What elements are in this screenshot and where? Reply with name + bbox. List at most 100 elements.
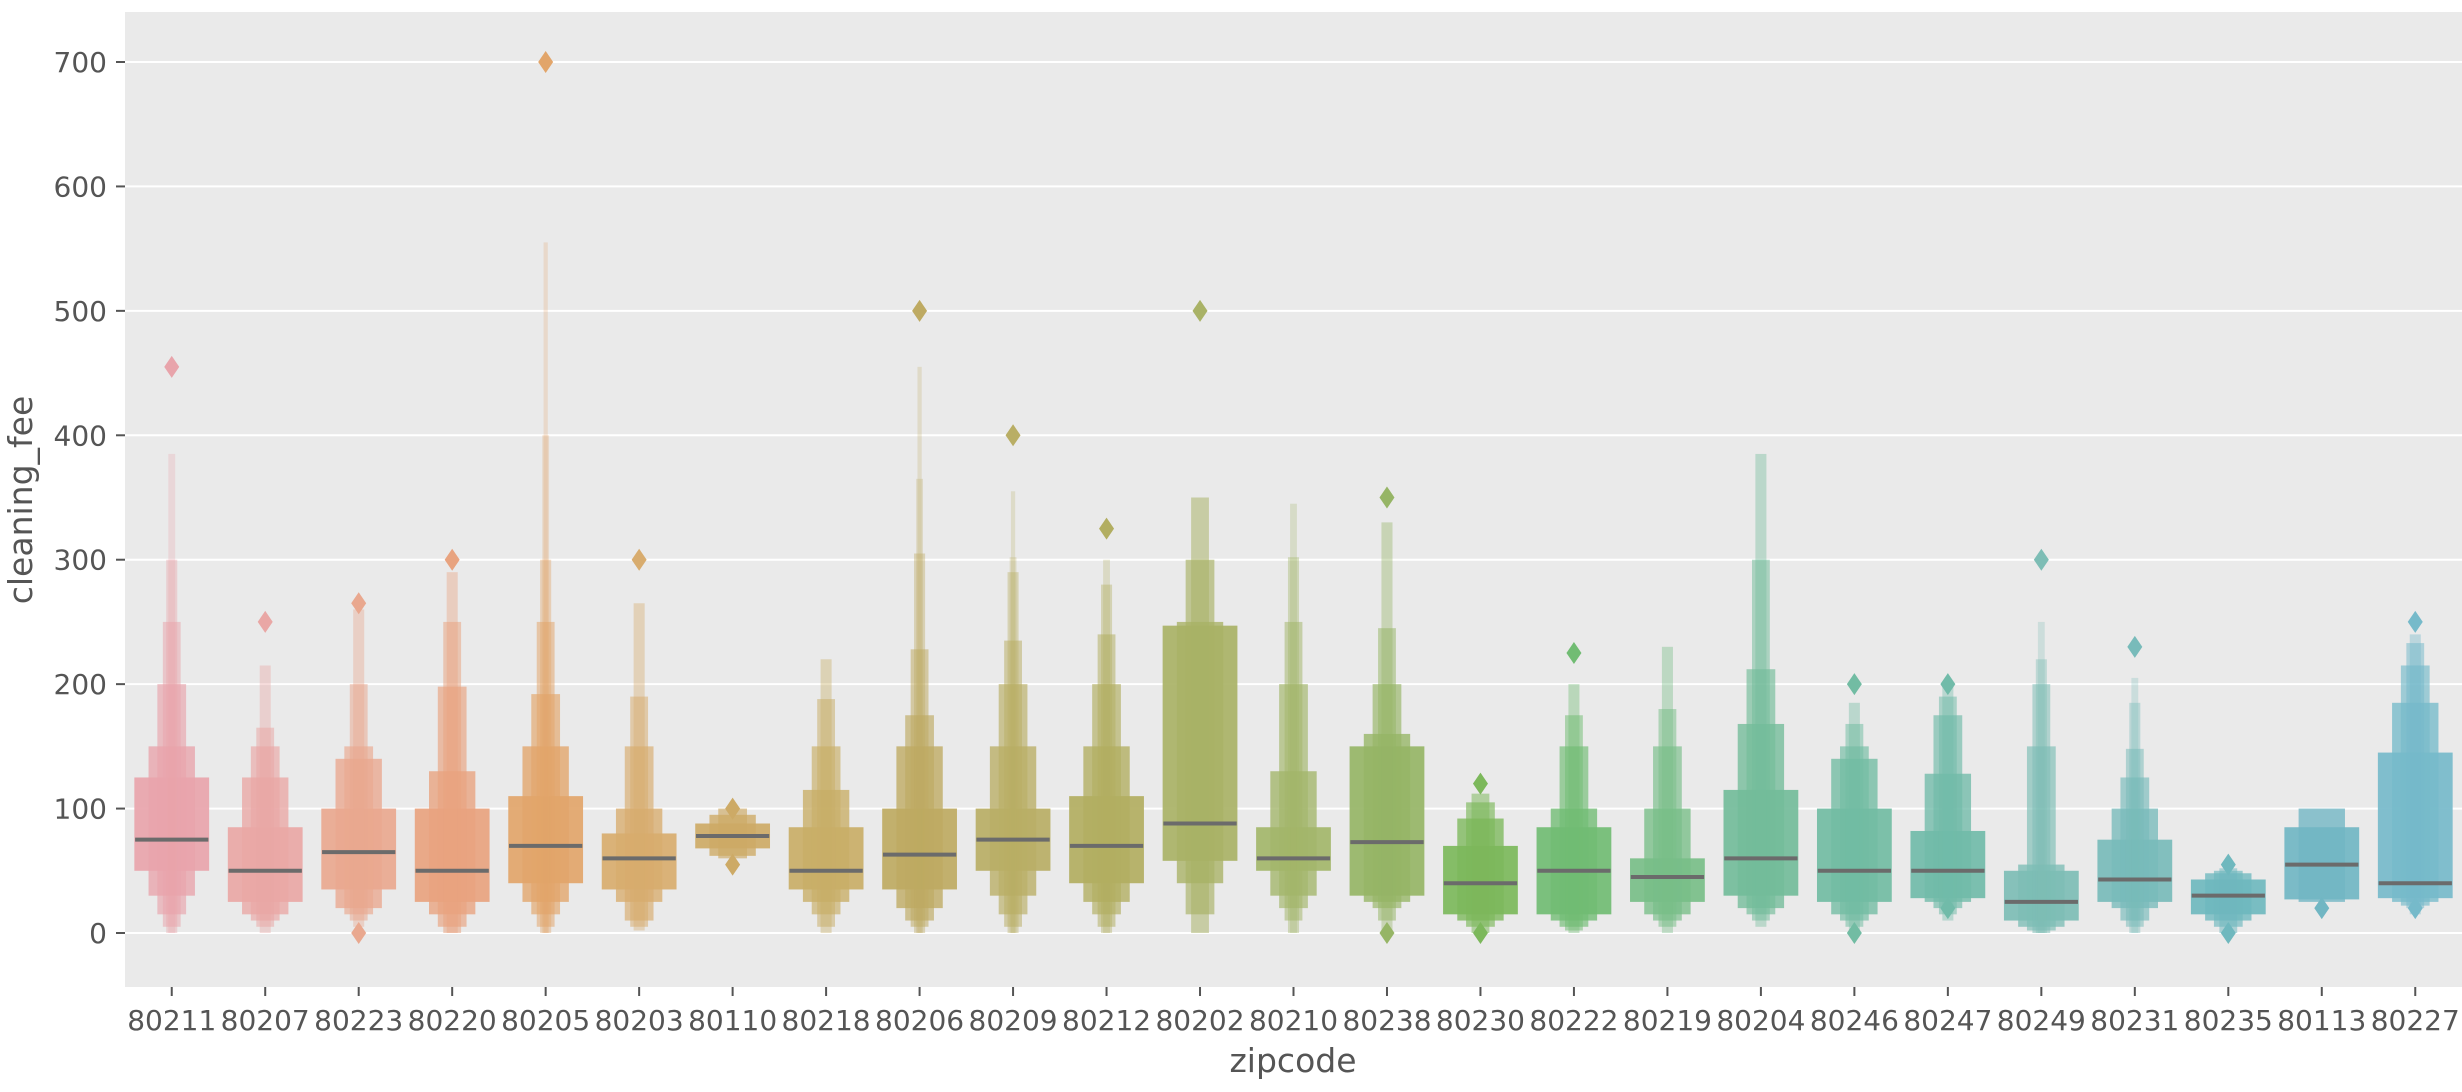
y-tick-label-500: 500 — [54, 295, 107, 328]
box-level-80235-3 — [2219, 868, 2238, 933]
box-level-80209-6 — [1010, 491, 1016, 933]
box-level-80205-3 — [536, 621, 555, 927]
x-tick-label-80219: 80219 — [1623, 1004, 1712, 1037]
box-level-80205-4 — [540, 559, 552, 933]
box-level-80209-4 — [1007, 572, 1019, 933]
outlier-80246-0 — [1846, 922, 1862, 944]
y-tick-label-200: 200 — [54, 668, 107, 701]
box-level-80202-3 — [1191, 497, 1209, 933]
x-tick-label-80212: 80212 — [1062, 1004, 1151, 1037]
x-tick-label-80110: 80110 — [688, 1004, 777, 1037]
outlier-80247-1 — [1940, 673, 1956, 696]
y-tick-label-700: 700 — [54, 46, 107, 79]
x-tick-label-80247: 80247 — [1903, 1004, 1992, 1037]
outlier-80249-0 — [2033, 548, 2049, 571]
x-tick-label-80230: 80230 — [1436, 1004, 1525, 1037]
x-tick-label-80209: 80209 — [969, 1004, 1058, 1037]
x-axis-ticks: 80211 80207 80223 80220 80205 80203 80110 80218… — [127, 987, 2460, 1037]
y-tick-label-0: 0 — [89, 917, 107, 950]
x-tick-label-80235: 80235 — [2184, 1004, 2273, 1037]
x-tick-label-80211: 80211 — [127, 1004, 216, 1037]
boxen-80204 — [1723, 453, 1799, 927]
boxen-80209 — [975, 424, 1051, 933]
boxen-80222 — [1536, 642, 1612, 933]
box-level-80249-3 — [2032, 684, 2051, 933]
box-level-80231-4 — [2129, 702, 2141, 933]
box-level-80207-3 — [256, 727, 275, 927]
outlier-80113-0 — [2314, 897, 2330, 920]
box-level-80113-1 — [2298, 808, 2345, 902]
box-level-80249-5 — [2037, 621, 2045, 933]
x-tick-label-80220: 80220 — [408, 1004, 497, 1037]
outlier-80222-0 — [1566, 642, 1582, 665]
boxen-80212 — [1069, 517, 1144, 933]
box-level-80231-3 — [2125, 748, 2144, 927]
box-level-80220-4 — [446, 572, 458, 933]
boxen-80235 — [2190, 853, 2266, 944]
boxen-80238 — [1349, 486, 1425, 944]
boxen-80231 — [2097, 635, 2173, 933]
box-level-80205-5 — [542, 435, 550, 933]
y-tick-label-300: 300 — [54, 544, 107, 577]
box-level-80212-4 — [1101, 584, 1113, 933]
outlier-80110-1 — [725, 797, 741, 820]
outlier-80231-0 — [2127, 635, 2143, 658]
outlier-80223-1 — [351, 592, 367, 615]
x-tick-label-80204: 80204 — [1716, 1004, 1805, 1037]
x-tick-label-80238: 80238 — [1342, 1004, 1431, 1037]
outlier-80203-0 — [631, 548, 647, 571]
box-level-80249-4 — [2035, 659, 2047, 933]
boxen-80207 — [227, 610, 303, 933]
box-level-80238-3 — [1378, 628, 1396, 921]
outlier-80247-0 — [1940, 897, 1956, 920]
x-axis-label: zipcode — [1229, 1041, 1356, 1080]
box-level-80209-5 — [1009, 557, 1017, 933]
outlier-80110-0 — [725, 853, 741, 876]
box-level-80227-3 — [2406, 643, 2425, 909]
box-level-80203-4 — [633, 603, 645, 931]
box-level-80211-3 — [162, 621, 181, 927]
box-level-80210-4 — [1287, 557, 1300, 933]
box-level-80220-3 — [443, 621, 462, 933]
boxen-80110 — [695, 797, 771, 876]
outlier-80209-0 — [1005, 424, 1021, 447]
outlier-80207-0 — [257, 610, 273, 633]
outlier-80212-0 — [1099, 517, 1115, 540]
x-tick-label-80205: 80205 — [501, 1004, 590, 1037]
boxen-80227 — [2377, 610, 2453, 920]
box-level-80209-3 — [1004, 640, 1022, 927]
box-level-80227-4 — [2409, 634, 2421, 915]
outlier-80206-0 — [912, 299, 928, 322]
y-axis-ticks: 0 100 200 300 400 500 600 700 — [54, 46, 125, 950]
x-tick-label-80202: 80202 — [1155, 1004, 1244, 1037]
boxen-80202 — [1162, 299, 1238, 933]
y-axis-label: cleaning_fee — [1, 396, 40, 605]
outlier-80205-0 — [538, 51, 554, 73]
box-level-80246-4 — [1848, 702, 1860, 931]
x-tick-label-80222: 80222 — [1529, 1004, 1618, 1037]
box-level-80230-3 — [1471, 793, 1490, 933]
boxen-80249 — [2003, 548, 2079, 933]
box-level-80206-4 — [914, 553, 926, 933]
x-tick-label-80227: 80227 — [2371, 1004, 2460, 1037]
outlier-80211-0 — [164, 355, 180, 378]
boxen-80113 — [2284, 808, 2360, 920]
x-tick-label-80206: 80206 — [875, 1004, 964, 1037]
x-tick-label-80113: 80113 — [2277, 1004, 2366, 1037]
outlier-80238-1 — [1379, 486, 1395, 509]
outlier-80227-0 — [2407, 897, 2423, 920]
box-level-80223-4 — [353, 609, 365, 927]
boxen-80220 — [414, 548, 490, 933]
x-tick-label-80231: 80231 — [2090, 1004, 2179, 1037]
boxen-series — [134, 51, 2453, 944]
boxen-80247 — [1910, 673, 1986, 921]
box-level-80207-4 — [259, 665, 271, 933]
x-tick-label-80246: 80246 — [1810, 1004, 1899, 1037]
x-tick-label-80203: 80203 — [595, 1004, 684, 1037]
outlier-80246-1 — [1846, 673, 1862, 696]
box-level-80219-3 — [1658, 709, 1677, 927]
box-level-80222-4 — [1568, 684, 1580, 933]
y-tick-label-400: 400 — [54, 419, 107, 452]
box-level-80204-4 — [1755, 453, 1767, 927]
